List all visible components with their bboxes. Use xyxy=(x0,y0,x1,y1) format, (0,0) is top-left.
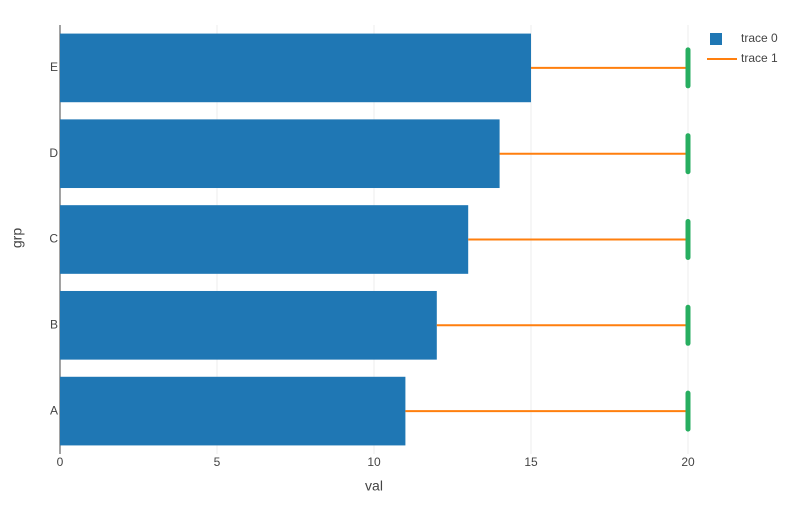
legend-swatch xyxy=(710,33,722,45)
x-tick-label: 0 xyxy=(57,455,64,469)
x-axis-title: val xyxy=(365,478,383,494)
y-tick-label: E xyxy=(50,60,58,74)
bar xyxy=(60,376,406,446)
x-tick-label: 15 xyxy=(524,455,538,469)
bar xyxy=(60,290,437,360)
y-tick-label: D xyxy=(49,146,58,160)
x-tick-label: 5 xyxy=(214,455,221,469)
bar xyxy=(60,205,469,274)
y-tick-label: C xyxy=(49,232,58,246)
x-tick-label: 20 xyxy=(681,455,695,469)
y-axis-title: grp xyxy=(9,228,25,248)
bar xyxy=(60,119,500,189)
legend-label: trace 0 xyxy=(741,31,778,45)
bar xyxy=(60,33,531,103)
x-tick-label: 10 xyxy=(367,455,381,469)
y-tick-label: B xyxy=(50,317,58,331)
legend-label: trace 1 xyxy=(741,51,778,65)
y-tick-label: A xyxy=(50,403,58,417)
